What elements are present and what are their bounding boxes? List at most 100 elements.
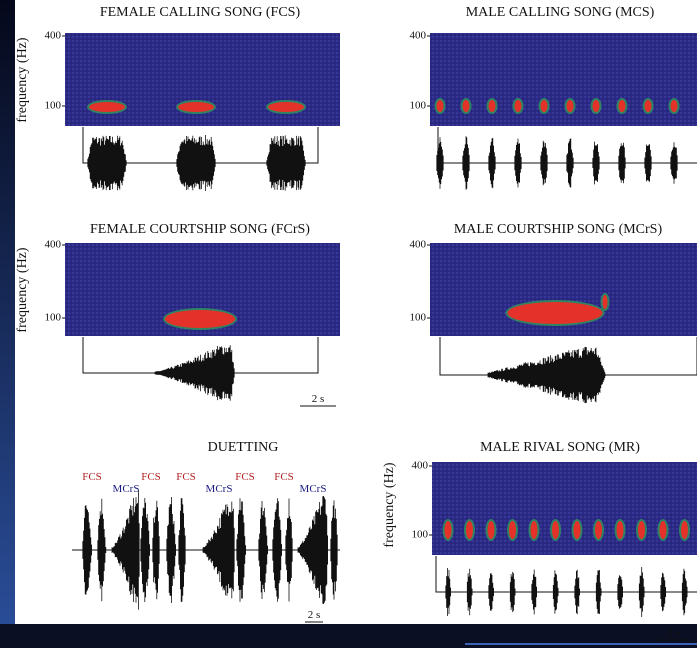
waveform xyxy=(617,575,623,609)
y-axis-label: frequency (Hz) xyxy=(15,37,30,122)
spectral-energy xyxy=(644,100,652,112)
waveform-frame xyxy=(435,556,697,593)
spectral-energy xyxy=(514,100,522,112)
spectral-energy xyxy=(507,302,603,324)
waveform xyxy=(111,490,140,610)
waveform xyxy=(574,569,580,615)
side-band xyxy=(0,0,15,648)
y-tick-label: 100 xyxy=(412,529,429,541)
waveform xyxy=(681,568,688,616)
waveform xyxy=(592,141,600,185)
spectral-energy xyxy=(165,310,235,328)
duet-label: FCS xyxy=(274,471,294,483)
waveform xyxy=(178,498,186,602)
y-tick-label: 100 xyxy=(410,312,427,324)
panel-title: MALE RIVAL SONG (MR) xyxy=(480,440,640,455)
waveform xyxy=(566,138,574,188)
waveform xyxy=(618,142,626,184)
y-tick-label: 400 xyxy=(410,239,427,251)
duet-label: FCS xyxy=(82,471,102,483)
spectral-energy xyxy=(616,521,624,539)
waveform xyxy=(488,573,494,611)
spectral-energy xyxy=(618,100,626,112)
waveform xyxy=(462,136,470,190)
waveform xyxy=(509,571,516,613)
y-tick-label: 100 xyxy=(45,100,62,112)
spectral-energy xyxy=(595,521,602,539)
spectral-energy xyxy=(89,102,125,112)
y-axis-label: frequency (Hz) xyxy=(15,247,30,332)
duet-label: FCS xyxy=(235,471,255,483)
waveform xyxy=(330,500,338,600)
panel-title: MALE CALLING SONG (MCS) xyxy=(466,5,655,20)
spectral-energy xyxy=(488,100,496,112)
waveform xyxy=(297,496,328,604)
waveform xyxy=(258,501,268,599)
waveform xyxy=(552,570,559,614)
spectral-energy xyxy=(566,100,574,112)
waveform xyxy=(445,568,451,616)
spectral-energy xyxy=(681,521,688,539)
spectral-energy xyxy=(602,295,608,309)
waveform xyxy=(236,498,246,602)
waveform xyxy=(644,144,652,182)
spectral-energy xyxy=(540,100,548,112)
spectral-energy xyxy=(670,100,678,112)
spectral-energy xyxy=(462,100,470,112)
waveform xyxy=(531,569,537,615)
spectral-energy xyxy=(573,521,581,539)
scale-bar-label: 2 s xyxy=(312,393,325,405)
spectral-energy xyxy=(487,521,495,539)
spectral-energy xyxy=(178,102,214,112)
waveform xyxy=(202,501,235,599)
duet-label: MCrS xyxy=(113,483,140,495)
y-tick-label: 400 xyxy=(410,30,427,42)
waveform-frame xyxy=(82,127,319,164)
panel-title: DUETTING xyxy=(208,440,279,455)
spectral-energy xyxy=(552,521,559,539)
duet-label: MCrS xyxy=(300,483,327,495)
spectral-energy xyxy=(638,521,645,539)
spectral-energy xyxy=(509,521,516,539)
duet-label: FCS xyxy=(141,471,161,483)
y-tick-label: 400 xyxy=(412,460,429,472)
waveform xyxy=(466,568,473,616)
scale-bar-label: 2 s xyxy=(668,627,681,639)
waveform xyxy=(514,138,522,188)
duet-label: FCS xyxy=(176,471,196,483)
waveform xyxy=(154,345,235,401)
scale-bar-label: 2 s xyxy=(308,609,321,621)
panel-title: FEMALE CALLING SONG (FCS) xyxy=(100,5,301,20)
spectral-energy xyxy=(592,100,600,112)
waveform xyxy=(166,497,176,603)
waveform xyxy=(487,346,606,404)
spectral-energy xyxy=(466,521,473,539)
duet-label: MCrS xyxy=(206,483,233,495)
waveform xyxy=(140,498,150,602)
waveform xyxy=(595,570,602,614)
y-tick-label: 400 xyxy=(45,30,62,42)
waveform xyxy=(436,137,444,189)
y-tick-label: 100 xyxy=(410,100,427,112)
y-tick-label: 100 xyxy=(45,312,62,324)
spectral-energy xyxy=(436,100,444,112)
spectrogram xyxy=(430,33,697,126)
waveform xyxy=(638,567,645,617)
panel-title: FEMALE COURTSHIP SONG (FCrS) xyxy=(90,222,310,237)
spectral-energy xyxy=(659,521,667,539)
waveform xyxy=(660,572,666,612)
waveform xyxy=(97,498,107,602)
spectral-energy xyxy=(530,521,538,539)
spectrogram xyxy=(432,462,697,555)
waveform xyxy=(152,500,160,600)
waveform xyxy=(540,140,548,186)
spectral-energy xyxy=(444,521,452,539)
waveform xyxy=(670,142,678,184)
waveform xyxy=(82,505,92,595)
waveform xyxy=(272,498,282,602)
y-axis-label: frequency (Hz) xyxy=(382,462,397,547)
panel-title: MALE COURTSHIP SONG (MCrS) xyxy=(454,222,663,237)
waveform xyxy=(488,137,496,189)
waveform xyxy=(285,498,293,602)
